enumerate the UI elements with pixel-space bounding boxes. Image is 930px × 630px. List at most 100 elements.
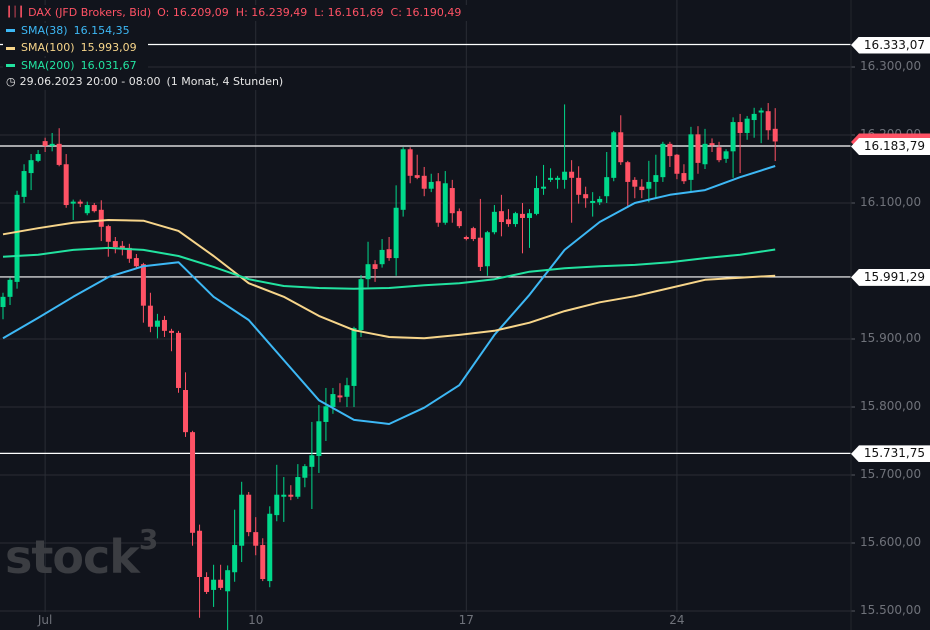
sma200-label: SMA(200)	[21, 58, 75, 72]
candle-up	[660, 141, 666, 182]
candle-down	[218, 564, 224, 590]
candle-body	[758, 110, 764, 113]
candle-down	[639, 179, 645, 199]
candle-body	[505, 219, 511, 225]
candle-up	[548, 168, 554, 182]
candle-body	[688, 134, 694, 180]
candle-body	[126, 247, 132, 259]
y-tick-label: 16.100,00	[860, 195, 922, 209]
candle-body	[337, 395, 343, 398]
instrument-row[interactable]: ┃│┃ DAX (JFD Brokers, Bid) O: 16.209,09 …	[3, 5, 473, 21]
candle-up	[604, 152, 610, 203]
candle-down	[505, 209, 511, 227]
candle-body	[702, 143, 708, 165]
price-line-label: 15.991,29	[851, 268, 930, 286]
candle-body	[133, 258, 139, 267]
candle-body	[316, 421, 322, 456]
candle-body	[548, 177, 554, 180]
candle-down	[204, 572, 210, 594]
sma100-row[interactable]: SMA(100) 15.993,09	[3, 40, 148, 56]
candle-body	[512, 213, 518, 225]
ohlc-values: O: 16.209,09 H: 16.239,49 L: 16.161,69 C…	[157, 6, 462, 19]
candle-up	[302, 464, 308, 488]
candle-down	[414, 154, 420, 180]
candle-body	[463, 237, 469, 240]
y-tick-label: 15.700,00	[860, 467, 922, 481]
candle-down	[372, 260, 378, 282]
candle-body	[239, 494, 245, 546]
candle-body	[344, 385, 350, 397]
candle-body	[709, 143, 715, 146]
candle-down	[667, 141, 673, 167]
candle-up	[330, 387, 336, 414]
candle-down	[190, 430, 196, 546]
candle-down	[161, 315, 167, 337]
candle-body	[260, 545, 266, 580]
candle-down	[681, 164, 687, 184]
candle-up	[295, 464, 301, 499]
candle-up	[14, 190, 20, 289]
candle-body	[653, 175, 659, 182]
candle-body	[379, 249, 385, 265]
candle-body	[386, 249, 392, 259]
candle-body	[674, 154, 680, 174]
candle-body	[232, 545, 238, 573]
candle-body	[421, 175, 427, 189]
sma200-swatch	[6, 64, 15, 67]
candle-body	[28, 160, 34, 174]
candle-body	[253, 532, 259, 546]
candle-body	[154, 320, 160, 327]
candle-up	[267, 506, 273, 588]
candle-down	[407, 147, 413, 184]
candle-down	[105, 224, 111, 257]
candle-up	[211, 564, 217, 607]
candle-up	[225, 565, 231, 630]
candle-body	[274, 494, 280, 516]
candle-down	[716, 141, 722, 163]
sma200-value: 16.031,67	[80, 58, 137, 72]
candle-down	[63, 154, 69, 208]
candles	[0, 103, 778, 630]
candle-body	[484, 232, 490, 267]
candle-up	[534, 175, 540, 216]
candle-up	[758, 107, 764, 144]
sma200-row[interactable]: SMA(200) 16.031,67	[3, 57, 148, 74]
candlestick-icon: ┃│┃	[6, 7, 25, 18]
candle-down	[765, 103, 771, 140]
candle-up	[323, 387, 329, 441]
price-line-label: 15.731,75	[851, 445, 930, 463]
price-line-label: 16.333,07	[851, 36, 930, 54]
chart-legend: ┃│┃ DAX (JFD Brokers, Bid) O: 16.209,09 …	[3, 4, 473, 90]
sma38-row[interactable]: SMA(38) 16.154,35	[3, 22, 141, 39]
candle-body	[562, 171, 568, 180]
candle-down	[337, 383, 343, 403]
candle-down	[112, 237, 118, 254]
candle-body	[400, 149, 406, 210]
candle-down	[625, 160, 631, 208]
candle-down	[147, 292, 153, 333]
candle-body	[765, 111, 771, 131]
candle-body	[393, 207, 399, 259]
candle-down	[56, 128, 62, 167]
candle-down	[421, 166, 427, 197]
candle-up	[400, 147, 406, 217]
candle-down	[498, 194, 504, 237]
y-tick-label: 16.300,00	[860, 59, 922, 73]
candle-up	[611, 130, 617, 182]
candle-body	[407, 149, 413, 176]
candle-body	[288, 494, 294, 497]
candle-body	[519, 213, 525, 218]
timerange-row[interactable]: ◷ 29.06.2023 20:00 - 08:00 (1 Monat, 4 S…	[3, 73, 295, 90]
candle-up	[84, 201, 90, 216]
candle-up	[688, 126, 694, 193]
candle-body	[98, 209, 104, 227]
candle-up	[7, 277, 13, 305]
sma-line-sma200	[2, 246, 776, 290]
candle-up	[35, 149, 41, 163]
candle-body	[681, 173, 687, 182]
y-tick-label: 15.800,00	[860, 399, 922, 413]
candle-body	[744, 118, 750, 133]
candle-down	[772, 108, 778, 162]
candle-body	[246, 494, 252, 533]
